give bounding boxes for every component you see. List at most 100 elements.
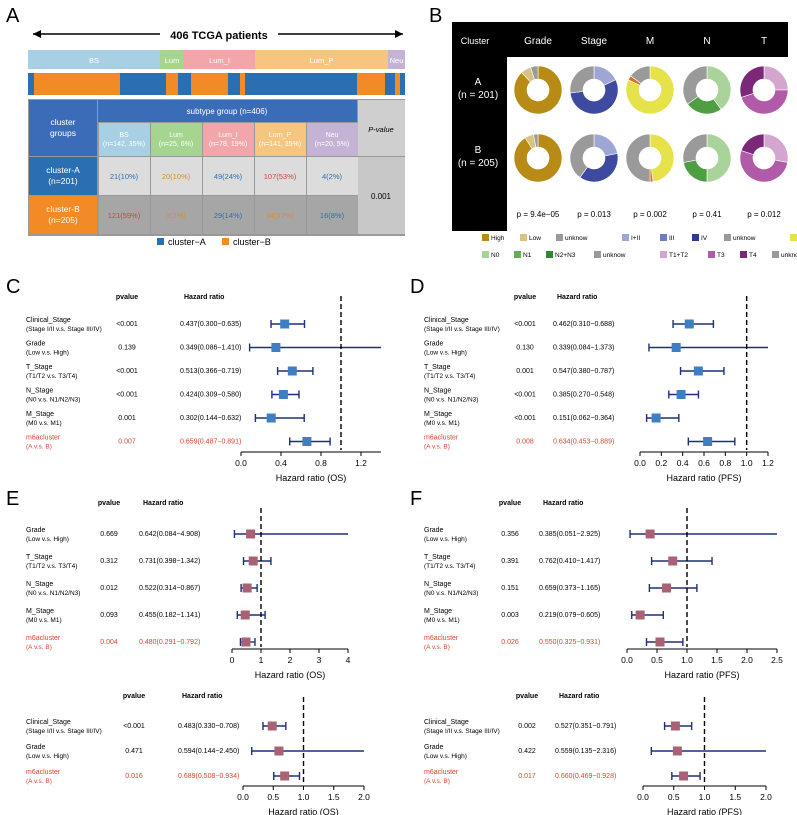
forest-row-label: T_Stage <box>26 364 53 371</box>
hr-point <box>676 390 686 399</box>
hr-point <box>242 583 252 593</box>
pvalue-column-header: pvalue <box>116 294 138 301</box>
donut-slice <box>740 133 765 155</box>
table-cell <box>255 196 306 234</box>
forest-row-hr-text: 0.634(0.453−0.889) <box>553 439 614 446</box>
legend-swatch <box>660 234 667 241</box>
forest-row-hr-text: 0.339(0.084−1.373) <box>553 345 614 352</box>
x-tick-label: 0.8 <box>315 458 327 468</box>
hr-point <box>266 413 276 423</box>
forest-row-pvalue: 0.312 <box>100 558 118 565</box>
pvalue-header-cell <box>358 100 405 156</box>
forest-row-label: m6acluster <box>26 635 61 642</box>
legend-label: unknow <box>565 235 588 242</box>
forest-row-pvalue: <0.001 <box>123 723 145 730</box>
forest-row-pvalue: 0.139 <box>118 345 136 352</box>
hr-point <box>278 390 288 399</box>
panel-b-row-label: A (n = 201) <box>458 77 498 101</box>
hr-point <box>651 413 661 423</box>
donut-slice <box>625 133 651 183</box>
title-mask <box>160 26 278 42</box>
x-tick-label: 0.6 <box>698 458 710 468</box>
legend-label: unknow <box>781 252 797 259</box>
panel-b: Cluster Grade Stage M N T A (n = 201) B (n = 205)… <box>452 22 797 259</box>
legend-label: T4 <box>749 252 757 259</box>
forest-row-hr-text: 0.689(0.508−0.934) <box>178 773 239 780</box>
forest-row-sublabel: (Stage I/II v.s. Stage III/IV) <box>424 728 500 735</box>
forest-row-hr-text: 0.385(0.270−0.548) <box>553 392 614 399</box>
x-tick-label: 2.0 <box>760 792 772 802</box>
table-cell-value: 4(2%) <box>322 172 343 181</box>
column-header-text-line: Lum <box>169 132 183 139</box>
legend-swatch <box>692 234 699 241</box>
x-tick-label: 1.2 <box>762 458 774 468</box>
hr-point <box>302 437 312 446</box>
forest-row-pvalue: <0.001 <box>514 392 536 399</box>
forest-row-sublabel: (M0 v.s. M1) <box>424 420 460 427</box>
forest-row-pvalue: 0.003 <box>501 612 519 619</box>
column-header-text-line: (n=20, 5%) <box>315 141 349 148</box>
x-tick-label: 0 <box>230 655 235 665</box>
forest-row-sublabel: (Low v.s. High) <box>26 536 69 543</box>
donut-slice <box>579 153 619 183</box>
forest-row-sublabel: (A v.s. B) <box>26 778 52 785</box>
forest-row-pvalue: 0.007 <box>118 439 136 446</box>
forest-row-pvalue: 0.001 <box>516 368 534 375</box>
donut-slice <box>706 133 732 183</box>
legend-swatch <box>622 234 629 241</box>
column-header-text: Lum_P (n=141, 35%) <box>259 132 301 148</box>
x-tick-label: 0.4 <box>677 458 689 468</box>
forest-row-label: Clinical_Stage <box>26 719 71 726</box>
forest-row-sublabel: (Low v.s. High) <box>424 536 467 543</box>
donut-slice <box>625 65 675 115</box>
forest-row-sublabel: (Low v.s. High) <box>26 753 69 760</box>
x-axis-label: Hazard ratio (OS) <box>255 670 326 680</box>
hr-point <box>248 556 258 566</box>
x-tick-label: 0.0 <box>634 458 646 468</box>
forest-row-hr-text: 0.219(0.079−0.605) <box>539 612 600 619</box>
x-tick-label: 1.5 <box>328 792 340 802</box>
legend-swatch <box>740 251 747 258</box>
forest-row-sublabel: (N0 v.s. N1/N2/N3) <box>424 590 478 597</box>
table-cell <box>307 157 358 195</box>
panel-b-header: M <box>646 36 654 47</box>
hr-point <box>271 343 281 352</box>
table-cell-value: 5(2%) <box>166 211 187 220</box>
pvalue-column-header: pvalue <box>123 693 145 700</box>
table-cell <box>255 157 306 195</box>
legend-swatch-b <box>222 238 229 245</box>
panel-b-pvalue: p = 0.013 <box>577 210 611 219</box>
donut-slice <box>682 65 708 105</box>
column-header-cell <box>307 123 358 156</box>
forest-row-label: M_Stage <box>26 608 54 615</box>
panel-b-row-label: B (n = 205) <box>458 145 498 169</box>
hr-point <box>241 637 251 647</box>
forest-row-sublabel: (T1/T2 v.s. T3/T4) <box>26 563 77 570</box>
legend-label: unknow <box>603 252 626 259</box>
panel-letter-a: A <box>6 5 20 27</box>
hr-point <box>679 771 689 781</box>
legend-swatch <box>772 251 779 258</box>
forest-row-sublabel: (N0 v.s. N1/N2/N3) <box>424 397 478 404</box>
forest-row-pvalue: 0.422 <box>518 748 536 755</box>
hr-point <box>662 583 672 593</box>
cluster-stripe-b <box>166 73 178 95</box>
x-tick-label: 0.8 <box>719 458 731 468</box>
hr-point <box>246 529 256 539</box>
forest-row-label: T_Stage <box>26 554 53 561</box>
forest-row-label: N_Stage <box>424 581 451 588</box>
legend-label: T1+T2 <box>669 252 688 259</box>
x-tick-label: 1.5 <box>729 792 741 802</box>
forest-row-label: Clinical_Stage <box>424 719 469 726</box>
forest-row-hr-text: 0.437(0.300−0.635) <box>180 321 241 328</box>
subtype-bar-segment <box>184 50 255 69</box>
cluster-stripe-b <box>34 73 120 95</box>
x-tick-label: 1.0 <box>741 458 753 468</box>
forest-row-sublabel: (Stage I/II v.s. Stage III/IV) <box>26 326 102 333</box>
hr-point <box>267 721 277 731</box>
donut-slice <box>569 79 619 115</box>
x-tick-label: 0.4 <box>275 458 287 468</box>
column-header-text: Neu (n=20, 5%) <box>315 132 349 148</box>
x-axis-label: Hazard ratio (PFS) <box>664 670 739 680</box>
column-header-cell <box>255 123 306 156</box>
